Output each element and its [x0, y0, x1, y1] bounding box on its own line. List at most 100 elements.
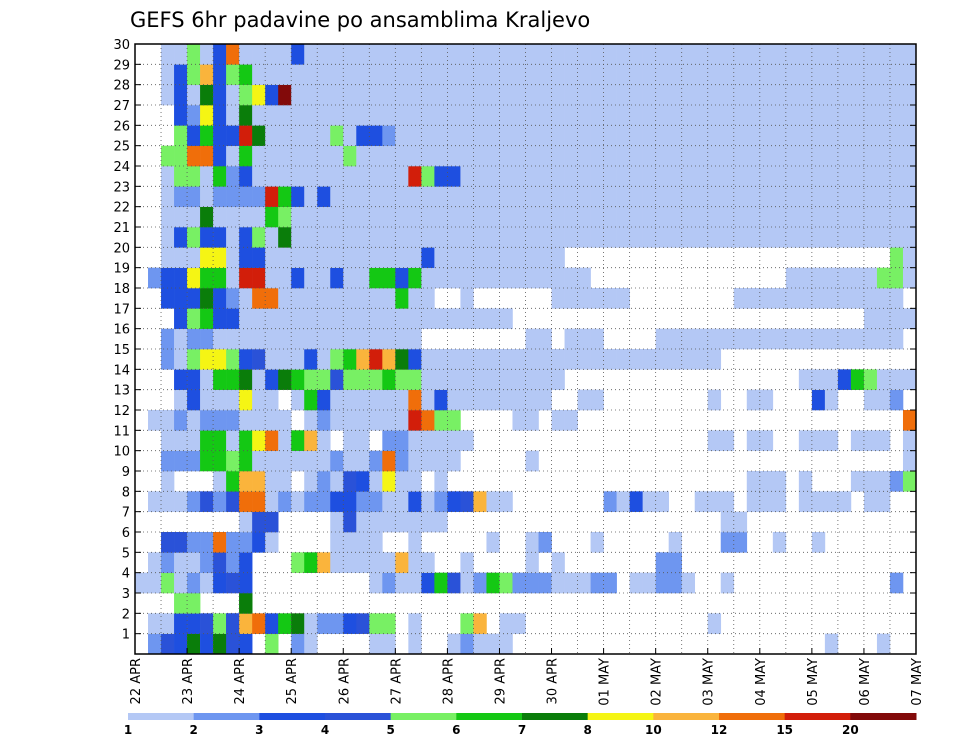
heatmap-cell: [785, 166, 800, 187]
heatmap-cell: [811, 64, 826, 85]
heatmap-cell: [863, 430, 878, 451]
heatmap-cell: [603, 186, 617, 207]
heatmap-cell: [187, 430, 201, 451]
heatmap-cell: [174, 389, 188, 411]
heatmap-cell: [473, 633, 487, 655]
heatmap-cell: [473, 613, 487, 634]
heatmap-cell: [902, 105, 917, 126]
heatmap-cell: [187, 613, 201, 634]
heatmap-cell: [447, 64, 461, 85]
heatmap-cell: [317, 369, 331, 390]
heatmap-cell: [811, 267, 826, 289]
heatmap-cell: [811, 491, 826, 512]
heatmap-cell: [382, 64, 396, 85]
heatmap-cell: [798, 84, 813, 106]
colorbar-tick-label: 20: [842, 723, 859, 737]
heatmap-cell: [460, 349, 474, 370]
heatmap-cell: [278, 84, 292, 106]
heatmap-cell: [317, 491, 331, 512]
heatmap-cell: [642, 64, 656, 85]
heatmap-cell: [512, 186, 526, 207]
heatmap-cell: [525, 227, 539, 248]
heatmap-cell: [226, 328, 240, 350]
heatmap-cell: [655, 125, 669, 146]
heatmap-cell: [551, 125, 565, 146]
heatmap-cell: [330, 186, 344, 207]
heatmap-cell: [772, 532, 787, 553]
heatmap-cell: [876, 267, 891, 289]
heatmap-cell: [473, 389, 487, 411]
heatmap-cell: [850, 369, 865, 390]
x-tick-label: 02 MAY: [650, 658, 665, 706]
heatmap-cell: [460, 145, 474, 167]
x-axis-ticks: 22 APR 23 APR 24 APR 25 APR 26 APR 27 APR 28 A…: [129, 648, 925, 706]
heatmap-cell: [174, 552, 188, 573]
heatmap-cell: [694, 206, 709, 228]
heatmap-cell: [174, 450, 188, 472]
heatmap-cell: [668, 572, 682, 594]
grid-lines: [134, 44, 916, 654]
heatmap-cell: [577, 349, 591, 370]
heatmap-cell: [304, 44, 318, 65]
heatmap-cell: [798, 105, 813, 126]
heatmap-cell: [525, 450, 539, 472]
heatmap-cell: [564, 166, 578, 187]
heatmap-cell: [174, 105, 188, 126]
heatmap-cell: [200, 308, 214, 329]
heatmap-cells: [135, 44, 917, 655]
heatmap-cell: [486, 349, 500, 370]
heatmap-cell: [408, 84, 422, 106]
heatmap-cell: [733, 227, 748, 248]
heatmap-cell: [785, 44, 800, 65]
heatmap-cell: [278, 145, 292, 167]
heatmap-cell: [408, 64, 422, 85]
heatmap-cell: [694, 328, 709, 350]
heatmap-cell: [148, 572, 162, 594]
heatmap-cell: [187, 186, 201, 207]
heatmap-cell: [824, 84, 839, 106]
heatmap-cell: [421, 450, 435, 472]
heatmap-cell: [551, 369, 565, 390]
heatmap-cell: [889, 145, 904, 167]
heatmap-cell: [317, 186, 331, 207]
heatmap-cell: [408, 145, 422, 167]
heatmap-cell: [785, 105, 800, 126]
heatmap-cell: [629, 44, 643, 65]
heatmap-cell: [499, 166, 513, 187]
heatmap-cell: [252, 369, 266, 390]
heatmap-cell: [252, 145, 266, 167]
heatmap-cell: [746, 145, 761, 167]
heatmap-cell: [525, 410, 539, 431]
heatmap-cell: [746, 84, 761, 106]
heatmap-cell: [213, 125, 227, 146]
heatmap-cell: [668, 84, 682, 106]
heatmap-cell: [382, 105, 396, 126]
heatmap-cell: [291, 64, 305, 85]
heatmap-cell: [603, 349, 617, 370]
heatmap-cell: [499, 613, 513, 634]
heatmap-cell: [291, 369, 305, 390]
heatmap-cell: [317, 105, 331, 126]
heatmap-cell: [395, 349, 409, 370]
y-tick-label: 20: [113, 241, 130, 256]
heatmap-cell: [369, 572, 383, 594]
heatmap-cell: [161, 410, 175, 431]
heatmap-cell: [837, 145, 852, 167]
heatmap-cell: [265, 613, 279, 634]
heatmap-cell: [434, 410, 448, 431]
heatmap-cell: [759, 166, 774, 187]
heatmap-cell: [889, 471, 904, 492]
colorbar-tick-label: 10: [645, 723, 662, 737]
heatmap-cell: [369, 186, 383, 207]
heatmap-cell: [356, 247, 370, 268]
heatmap-cell: [811, 288, 826, 309]
heatmap-cell: [239, 44, 253, 65]
heatmap-cell: [239, 572, 253, 594]
heatmap-cell: [733, 206, 748, 228]
heatmap-cell: [850, 328, 865, 350]
heatmap-cell: [187, 267, 201, 289]
heatmap-cell: [850, 206, 865, 228]
heatmap-cell: [408, 491, 422, 512]
heatmap-cell: [460, 308, 474, 329]
heatmap-cell: [525, 186, 539, 207]
